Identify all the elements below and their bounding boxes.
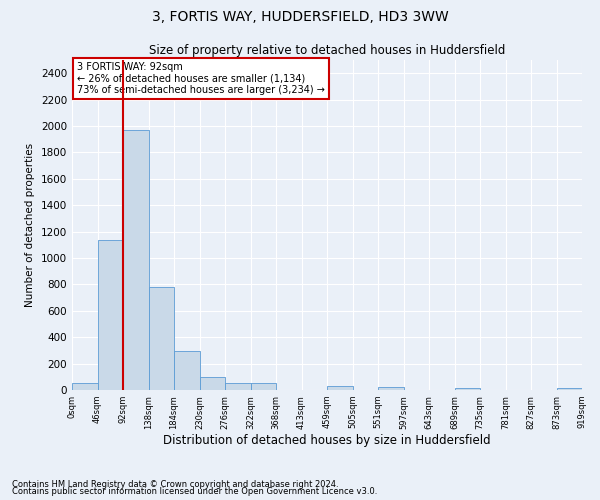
Bar (199, 377, 225, 390)
Y-axis label: Number of detached properties: Number of detached properties (25, 143, 35, 307)
Bar (72, 384, 97, 390)
Bar (225, 384, 251, 390)
Text: 3 FORTIS WAY: 92sqm
← 26% of detached houses are smaller (1,134)
73% of semi-det: 3 FORTIS WAY: 92sqm ← 26% of detached ho… (77, 62, 325, 95)
Bar (149, 287, 174, 390)
Text: Contains public sector information licensed under the Open Government Licence v3: Contains public sector information licen… (12, 487, 377, 496)
Bar (174, 351, 199, 390)
Bar (455, 388, 480, 390)
Bar (557, 388, 582, 390)
Bar (123, 130, 149, 390)
Bar (251, 384, 276, 390)
Bar (97, 240, 123, 390)
Bar (378, 388, 404, 390)
Text: Contains HM Land Registry data © Crown copyright and database right 2024.: Contains HM Land Registry data © Crown c… (12, 480, 338, 489)
X-axis label: Distribution of detached houses by size in Huddersfield: Distribution of detached houses by size … (163, 434, 491, 448)
Bar (327, 386, 353, 390)
Text: 3, FORTIS WAY, HUDDERSFIELD, HD3 3WW: 3, FORTIS WAY, HUDDERSFIELD, HD3 3WW (152, 10, 448, 24)
Title: Size of property relative to detached houses in Huddersfield: Size of property relative to detached ho… (149, 44, 505, 58)
